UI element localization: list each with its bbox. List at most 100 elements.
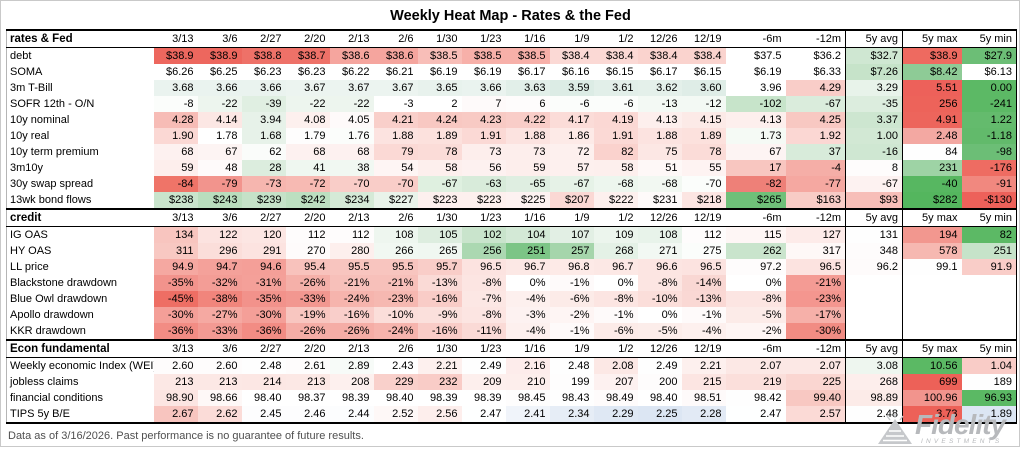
row-label: 30y swap spread: [10, 178, 94, 190]
heatmap-cell: $207: [549, 192, 594, 209]
table-row-blue-owl-drawdown: Blue Owl drawdown -45% -38% -35% -33% -24% -23…: [7, 291, 1017, 307]
heatmap-cell: 214: [241, 374, 286, 390]
heatmap-cell: 8: [845, 160, 903, 176]
col-header-5y-max: 5y max: [902, 29, 962, 48]
heatmap-cell: 98.37: [285, 390, 330, 406]
heatmap-cell: 2.89: [329, 357, 374, 374]
col-header-2-27: 2/27: [241, 339, 286, 358]
table-row-ll-price: LL price 94.9 94.7 94.6 95.4 95.5 95.5 95.7 96.5…: [7, 259, 1017, 275]
table-row-weekly-economic-index-wei: Weekly economic Index (WEI) 2.60 2.60 2.48 2…: [7, 357, 1017, 374]
heatmap-cell: -67: [417, 176, 462, 192]
heatmap-cell: -84: [153, 176, 198, 192]
heatmap-cell: -7%: [461, 291, 506, 307]
heatmap-cell: 209: [461, 374, 506, 390]
heatmap-cell: 3.66: [461, 80, 506, 96]
row-label: Weekly economic Index (WEI): [10, 360, 154, 372]
heatmap-cell: 48: [197, 160, 242, 176]
heatmap-cell: 271: [637, 243, 682, 259]
heatmap-cell: $38.5: [461, 47, 506, 64]
heatmap-cell: 108: [637, 226, 682, 243]
row-label: 3m10y: [10, 162, 44, 174]
heatmap-cell: $7.26: [845, 64, 903, 80]
heatmap-cell: -40: [902, 176, 962, 192]
heatmap-cell: -1.18: [961, 128, 1017, 144]
heatmap-cell: 2.62: [197, 406, 242, 423]
row-label: HY OAS: [10, 245, 52, 257]
heatmap-cell: -39: [241, 96, 286, 112]
heatmap-cell: $242: [285, 192, 330, 209]
heatmap-cell: 2.56: [417, 406, 462, 423]
col-header-2-27: 2/27: [241, 208, 286, 227]
col-header-5y-max: 5y max: [902, 208, 962, 227]
table-row-financial-conditions: financial conditions 98.90 98.66 98.40 98.37…: [7, 390, 1017, 406]
col-header-1-23: 1/23: [461, 29, 506, 48]
heatmap-cell: 2.48: [902, 128, 962, 144]
heatmap-cell: [902, 291, 962, 307]
heatmap-cell: -8: [153, 96, 198, 112]
col-header-2-20: 2/20: [285, 29, 330, 48]
heatmap-cell: -8%: [593, 291, 638, 307]
heatmap-cell: -98: [961, 144, 1017, 160]
heatmap-cell: 0%: [593, 275, 638, 291]
fidelity-investments-label: INVESTMENTS: [920, 438, 1003, 445]
section-label-econ-fundamental: Econ fundamental: [6, 339, 154, 358]
heatmap-cell: 28: [241, 160, 286, 176]
table-row-tips-5y-b-e: TIPS 5y B/E 2.67 2.62 2.45 2.46 2.44 2.52 2.56 2…: [7, 406, 1017, 423]
heatmap-cell: $223: [461, 192, 506, 209]
row-label: Apollo drawdown: [10, 309, 94, 321]
heatmap-cell: 1.89: [961, 406, 1017, 423]
col-header-1-9: 1/9: [549, 339, 594, 358]
heatmap-cell: $38.4: [593, 47, 638, 64]
heatmap-cell: 122: [197, 226, 242, 243]
heatmap-cell: [902, 307, 962, 323]
heatmap-cell: 82: [961, 226, 1017, 243]
heatmap-cell: 1.78: [197, 128, 242, 144]
heatmap-cell: $227: [373, 192, 418, 209]
heatmap-cell: 0%: [637, 307, 682, 323]
table-row-sofr-12th-o-n: SOFR 12th - O/N -8 -22 -39 -22 -22 -3 2 7 6 -6 -6 -1…: [7, 96, 1017, 112]
heatmap-cell: 2.48: [549, 357, 594, 374]
heatmap-cell: $6.19: [417, 64, 462, 80]
heatmap-cell: -4%: [681, 323, 726, 340]
heatmap-cell: 4.25: [785, 112, 846, 128]
col-header-1-2: 1/2: [593, 29, 638, 48]
col-header-12m: -12m: [785, 29, 846, 48]
heatmap-cell: -30%: [241, 307, 286, 323]
heatmap-cell: -3%: [505, 307, 550, 323]
heatmap-cell: -21%: [329, 275, 374, 291]
col-header-3-6: 3/6: [197, 208, 242, 227]
heatmap-cell: 194: [902, 226, 962, 243]
heatmap-cell: $38.9: [197, 47, 242, 64]
table-row-10y-term-premium: 10y term premium 68 67 62 68 68 79 78 73 73 72 82 75…: [7, 144, 1017, 160]
heatmap-cell: 105: [417, 226, 462, 243]
heatmap-cell: 98.39: [417, 390, 462, 406]
heatmap-cell: $36.2: [785, 47, 846, 64]
heatmap-cell: -8%: [725, 291, 786, 307]
heatmap-cell: 98.42: [725, 390, 786, 406]
heatmap-cell: -$130: [961, 192, 1017, 209]
footer: Data as of 3/16/2026. Past performance i…: [6, 424, 1015, 442]
table-row-blackstone-drawdown: Blackstone drawdown -35% -32% -31% -26% -21% -…: [7, 275, 1017, 291]
row-label: 10y nominal: [10, 114, 70, 126]
col-header-12-26: 12/26: [637, 339, 682, 358]
row-label: Blue Owl drawdown: [10, 293, 108, 305]
heatmap-cell: -24%: [329, 291, 374, 307]
heatmap-cell: -36%: [241, 323, 286, 340]
heatmap-cell: 213: [153, 374, 198, 390]
heatmap-cell: $282: [902, 192, 962, 209]
heatmap-cell: $38.4: [681, 47, 726, 64]
heatmap-cell: 268: [845, 374, 903, 390]
heatmap-cell: 3.29: [845, 80, 903, 96]
heatmap-cell: 2.34: [549, 406, 594, 423]
heatmap-cell: 0%: [505, 275, 550, 291]
heatmap-cell: 91.9: [961, 259, 1017, 275]
heatmap-cell: -6: [593, 96, 638, 112]
col-header-12-26: 12/26: [637, 29, 682, 48]
heatmap-cell: -16%: [417, 291, 462, 307]
heatmap-cell: $238: [153, 192, 198, 209]
table-row-3m10y: 3m10y 59 48 28 41 38 54 58 56 59 57 58 51 55 17 -4 8 231-…: [7, 160, 1017, 176]
heatmap-cell: 3.67: [285, 80, 330, 96]
col-header-3-13: 3/13: [153, 208, 198, 227]
heatmap-cell: 95.5: [329, 259, 374, 275]
col-header-12-19: 12/19: [681, 208, 726, 227]
